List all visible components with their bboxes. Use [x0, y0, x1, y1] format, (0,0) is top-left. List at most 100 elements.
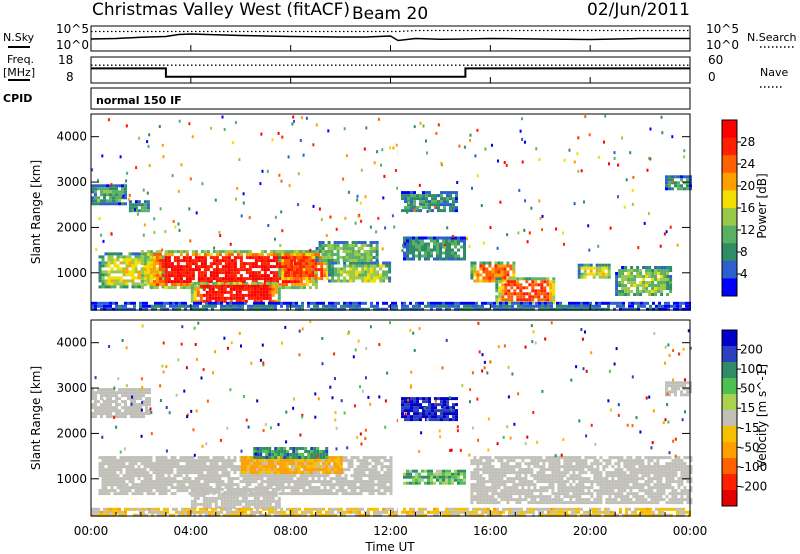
velocity-cell — [277, 505, 281, 509]
velocity-cell — [377, 459, 381, 463]
velocity-cell — [122, 465, 126, 469]
power-cell — [318, 250, 322, 253]
power-cell — [311, 262, 315, 266]
velocity-cell — [226, 502, 230, 506]
velocity-cell — [98, 471, 102, 475]
velocity-cell — [353, 468, 357, 472]
power-scatter-point — [365, 126, 368, 130]
power-cell — [193, 307, 196, 311]
velocity-cell — [380, 462, 384, 466]
power-cell — [182, 280, 186, 284]
power-cell — [673, 307, 676, 311]
power-cell — [179, 265, 183, 269]
power-cell — [583, 263, 587, 267]
velocity-cell — [116, 477, 120, 481]
power-cell — [355, 267, 359, 271]
velocity-cell — [235, 502, 239, 506]
power-cell — [262, 287, 266, 291]
power-cell — [451, 242, 454, 246]
power-cell — [116, 258, 120, 262]
velocity-cell — [158, 465, 162, 469]
power-cell — [592, 275, 596, 279]
power-cell — [179, 280, 183, 284]
power-cell — [466, 304, 469, 308]
velocity-cell — [221, 465, 225, 469]
velocity-cell — [318, 465, 322, 469]
velocity-cell — [262, 447, 266, 450]
power-cell — [281, 262, 285, 266]
power-cell — [601, 307, 604, 311]
power-cell — [235, 299, 239, 303]
velocity-cell — [310, 450, 314, 453]
velocity-cell — [116, 465, 120, 469]
power-scatter-point — [437, 123, 440, 127]
velocity-cell — [269, 477, 273, 481]
velocity-cell — [325, 450, 329, 453]
power-cell — [314, 274, 318, 278]
power-cell — [445, 307, 448, 311]
power-cell — [179, 268, 183, 272]
velocity-cell — [223, 505, 227, 509]
velocity-cell — [339, 462, 343, 466]
power-cell — [274, 299, 278, 303]
velocity-cell — [196, 496, 200, 500]
velocity-cell — [306, 462, 310, 466]
power-cell — [115, 190, 118, 194]
power-scatter-point — [297, 203, 300, 207]
velocity-cell — [317, 489, 321, 493]
power-scatter-point — [407, 201, 410, 205]
velocity-cell — [314, 465, 318, 469]
power-scatter-point — [555, 227, 558, 231]
velocity-cell — [341, 459, 345, 463]
power-cell — [182, 286, 186, 290]
power-cell — [367, 264, 371, 268]
power-cell — [336, 259, 340, 262]
velocity-cell — [389, 462, 393, 466]
velocity-cell — [115, 415, 118, 419]
power-cell — [101, 276, 105, 280]
velocity-cell — [260, 480, 264, 484]
velocity-cell — [133, 400, 136, 404]
power-ylabel: Slant Range [km] — [29, 160, 43, 264]
power-cell — [232, 307, 235, 311]
power-cell — [488, 264, 492, 268]
power-cell — [583, 301, 586, 305]
power-cell — [266, 256, 270, 260]
power-cell — [331, 276, 335, 280]
velocity-cell — [333, 456, 337, 460]
velocity-cell — [235, 487, 239, 491]
velocity-cell — [101, 456, 105, 460]
power-cell — [185, 268, 189, 272]
velocity-cell — [179, 459, 183, 463]
velocity-cell — [206, 459, 210, 463]
power-cell — [520, 307, 523, 311]
velocity-cell — [250, 502, 254, 506]
velocity-cell — [148, 409, 151, 413]
power-cell — [190, 284, 194, 288]
velocity-cell — [463, 472, 466, 476]
power-cell — [208, 304, 211, 308]
power-cell — [412, 242, 415, 246]
velocity-cell — [299, 477, 303, 481]
power-scatter-point — [293, 119, 295, 123]
power-cell — [202, 284, 206, 288]
power-cell — [224, 277, 228, 281]
power-cell — [134, 267, 138, 271]
power-cell — [355, 307, 358, 311]
velocity-cell — [262, 496, 266, 500]
power-cell — [351, 256, 355, 259]
power-cell — [361, 279, 365, 283]
power-cell — [369, 244, 373, 247]
velocity-cell — [143, 486, 147, 490]
velocity-cell — [330, 456, 334, 460]
power-cell — [615, 290, 619, 293]
power-cell — [546, 298, 550, 302]
power-ytick-label: 1000 — [56, 266, 87, 280]
power-cell — [333, 241, 337, 244]
power-cell — [466, 307, 469, 311]
power-cell — [155, 280, 159, 284]
velocity-cell — [146, 480, 150, 484]
power-scatter-point — [280, 210, 283, 214]
velocity-cell — [229, 505, 233, 509]
velocity-cell — [377, 474, 381, 478]
